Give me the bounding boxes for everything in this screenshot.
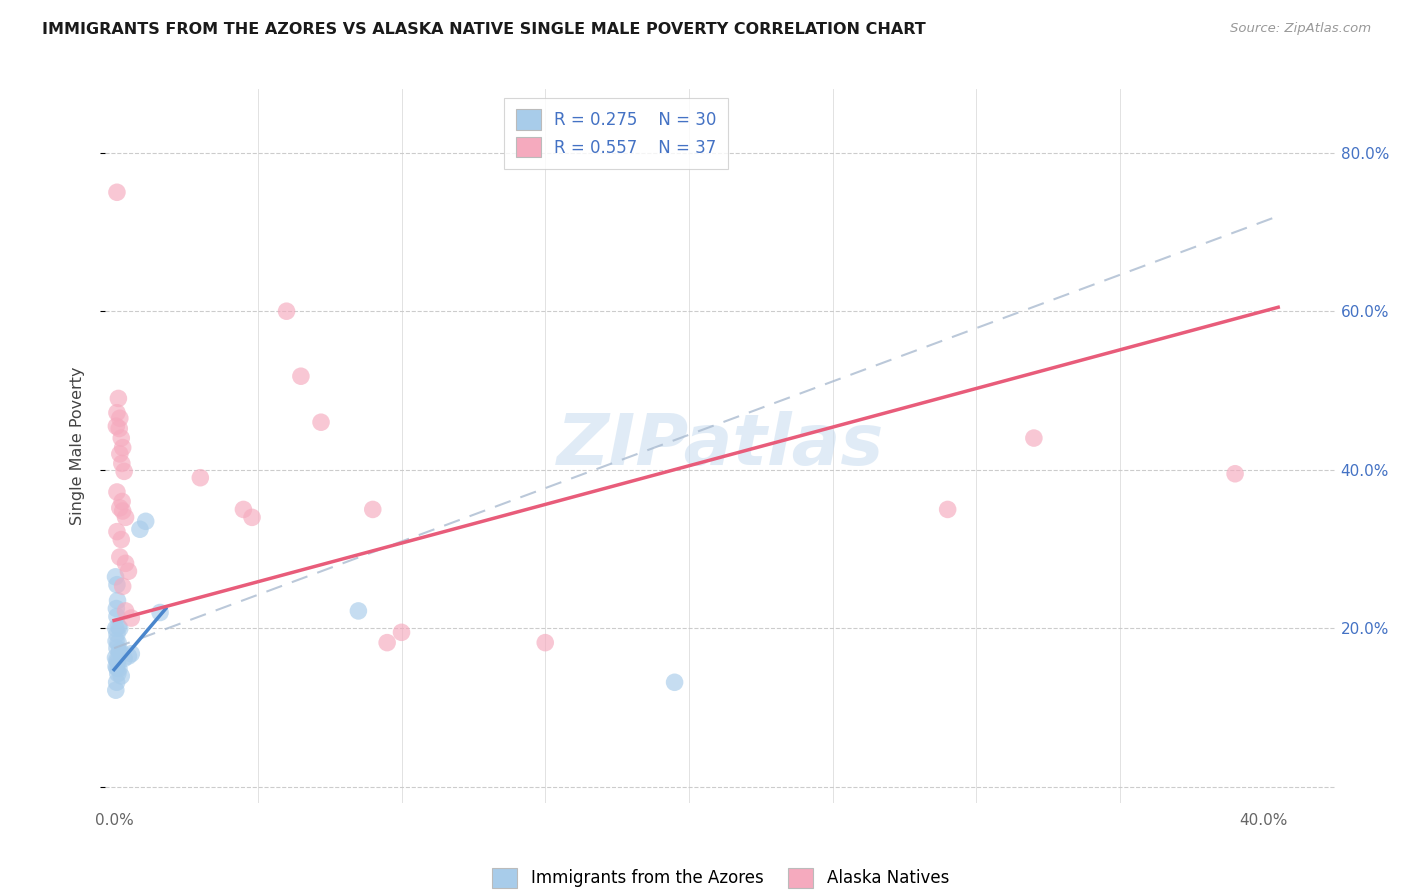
Point: [107, 635, 129, 649]
Text: IMMIGRANTS FROM THE AZORES VS ALASKA NATIVE SINGLE MALE POVERTY CORRELATION CHAR: IMMIGRANTS FROM THE AZORES VS ALASKA NAT…: [42, 22, 927, 37]
Point: [117, 564, 139, 578]
Point: [120, 647, 142, 661]
Point: [114, 604, 136, 618]
Point: [309, 415, 332, 429]
Point: [276, 304, 298, 318]
Text: ZIPatlas: ZIPatlas: [557, 411, 884, 481]
Text: Source: ZipAtlas.com: Source: ZipAtlas.com: [1230, 22, 1371, 36]
Point: [188, 471, 211, 485]
Point: [111, 457, 134, 471]
Point: [108, 643, 131, 657]
Point: [664, 675, 686, 690]
Point: [105, 609, 128, 624]
Point: [110, 431, 132, 445]
Point: [105, 419, 128, 434]
Point: [534, 635, 557, 649]
Point: [114, 510, 136, 524]
Point: [110, 533, 132, 547]
Point: [105, 661, 128, 675]
Y-axis label: Single Male Poverty: Single Male Poverty: [70, 367, 84, 525]
Point: [232, 502, 254, 516]
Point: [375, 635, 398, 649]
Point: [149, 606, 172, 620]
Point: [108, 411, 131, 425]
Point: [107, 655, 129, 669]
Point: [107, 593, 129, 607]
Point: [108, 421, 131, 435]
Point: [1223, 467, 1246, 481]
Point: [105, 641, 128, 656]
Point: [135, 514, 157, 528]
Point: [240, 510, 263, 524]
Point: [105, 485, 128, 500]
Point: [110, 669, 132, 683]
Point: [129, 522, 152, 536]
Point: [105, 653, 128, 667]
Point: [105, 634, 128, 648]
Point: [290, 369, 312, 384]
Point: [107, 666, 129, 681]
Point: [936, 502, 959, 516]
Point: [120, 611, 142, 625]
Point: [105, 601, 128, 615]
Point: [107, 392, 129, 406]
Point: [112, 464, 135, 478]
Point: [114, 557, 136, 571]
Point: [391, 625, 413, 640]
Point: [104, 570, 127, 584]
Point: [105, 578, 128, 592]
Point: [107, 620, 129, 634]
Point: [108, 621, 131, 635]
Point: [104, 621, 127, 635]
Point: [105, 186, 128, 200]
Point: [108, 549, 131, 564]
Point: [108, 447, 131, 461]
Point: [1022, 431, 1045, 445]
Point: [111, 504, 134, 518]
Point: [105, 406, 128, 420]
Point: [105, 675, 128, 690]
Point: [108, 500, 131, 515]
Point: [111, 579, 134, 593]
Point: [105, 627, 128, 641]
Point: [111, 441, 134, 455]
Point: [111, 494, 134, 508]
Point: [104, 683, 127, 698]
Point: [108, 645, 131, 659]
Point: [347, 604, 370, 618]
Point: [105, 659, 128, 673]
Point: [112, 651, 135, 665]
Point: [361, 502, 384, 516]
Point: [108, 662, 131, 676]
Point: [105, 524, 128, 539]
Point: [104, 650, 127, 665]
Legend: Immigrants from the Azores, Alaska Natives: Immigrants from the Azores, Alaska Nativ…: [485, 861, 956, 892]
Point: [117, 649, 139, 664]
